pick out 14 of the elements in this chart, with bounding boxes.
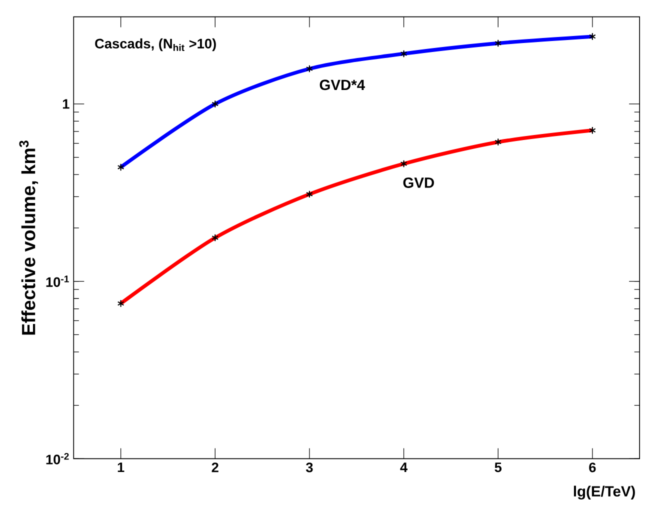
annotation: Cascads, (N$_{hit}$ >10) [95, 38, 216, 52]
y-tick-label: 1 [62, 100, 70, 109]
x-tick-label: 4 [400, 462, 408, 472]
x-tick-label: 2 [212, 462, 218, 472]
y-tick-label: 10$^{-2}$ [46, 453, 69, 465]
series-label: GVD [403, 178, 434, 188]
y-tick-label: 10$^{-1}$ [46, 276, 69, 288]
x-tick-label: 3 [306, 462, 313, 473]
series-label: GVD*4 [320, 80, 365, 90]
y-axis-title: Effective volume, km$^{3}$ [19, 140, 38, 335]
x-axis-title: lg(E/TeV) [574, 486, 635, 500]
x-tick-label: 6 [589, 462, 596, 473]
x-tick-label: 5 [494, 462, 502, 472]
x-tick-label: 1 [118, 462, 124, 472]
